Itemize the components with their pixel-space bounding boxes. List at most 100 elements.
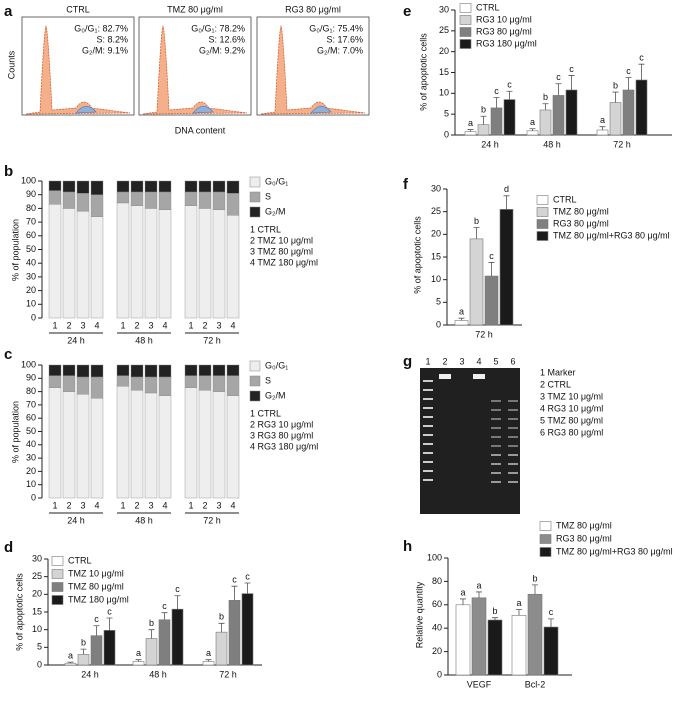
g1-peak (260, 25, 366, 115)
fragment-band (491, 418, 501, 420)
legend-label: TMZ 10 μg/ml (68, 568, 124, 578)
y-tick-label: 70 (26, 216, 36, 226)
bar (471, 597, 487, 676)
y-tick-label: 0 (436, 319, 441, 329)
significance-letter: c (494, 86, 499, 96)
significance-letter: c (569, 64, 574, 74)
bar-segment (116, 375, 130, 387)
y-tick-label: 10 (26, 299, 36, 309)
y-tick-label: 25 (439, 25, 449, 35)
bar-segment (144, 392, 158, 499)
fragment-band (508, 481, 518, 483)
error-bar (638, 63, 645, 80)
significance-letter: c (245, 571, 250, 581)
bar-segment (212, 391, 226, 499)
bar-segment (76, 193, 90, 212)
bar-segment (212, 180, 226, 193)
error-bar (473, 227, 480, 239)
x-tick-label: 4 (94, 320, 99, 330)
bar-segment (116, 191, 130, 204)
x-tick-label: 2 (66, 320, 71, 330)
bar-segment (116, 180, 130, 193)
cell-cycle-stat: S: 8.2% (96, 34, 128, 44)
error-bar (67, 661, 74, 664)
x-tick-label: 4 (230, 500, 235, 510)
error-bar (93, 625, 100, 636)
y-tick-label: 30 (26, 452, 36, 462)
group-label: 48 h (135, 335, 153, 345)
bar-segment (130, 191, 144, 206)
bar-segment (144, 180, 158, 193)
ladder-band (423, 425, 433, 427)
x-tick-label: 4 (162, 500, 167, 510)
x-tick-label: 1 (52, 320, 57, 330)
y-tick-label: 20 (439, 46, 449, 56)
panel-title: CTRL (66, 4, 90, 14)
y-tick-label: 20 (26, 285, 36, 295)
legend-swatch (51, 556, 64, 566)
legend-swatch (249, 375, 261, 387)
panel-label: c (4, 346, 12, 363)
bar-segment (90, 216, 104, 319)
y-tick-label: 0 (37, 659, 42, 669)
x-tick-label: 2 (202, 500, 207, 510)
y-tick-label: 30 (439, 4, 449, 14)
bar (596, 129, 609, 136)
significance-letter: a (68, 651, 73, 661)
y-axis-label: % of apoptotic cells (14, 573, 24, 651)
bar-segment (90, 376, 104, 399)
error-bar (548, 618, 554, 628)
error-bar (460, 598, 466, 605)
significance-letter: d (504, 184, 509, 194)
bar-segment (144, 208, 158, 319)
error-bar (80, 648, 87, 655)
fragment-band (508, 409, 518, 411)
legend-swatch (249, 390, 261, 402)
error-bar (106, 617, 113, 631)
y-tick-label: 5 (436, 297, 441, 307)
bar-segment (144, 364, 158, 378)
significance-letter: b (543, 92, 548, 102)
bar-segment (116, 364, 130, 376)
ladder-band (423, 479, 433, 481)
panel-title: TMZ 80 μg/ml (167, 4, 223, 14)
bar-segment (76, 364, 90, 378)
x-tick-label: 1 (52, 500, 57, 510)
key-label: 2 TMZ 10 μg/ml (250, 235, 313, 245)
bar-segment (226, 395, 240, 499)
bar (609, 102, 622, 136)
legend-label: TMZ 80 μg/ml (553, 206, 609, 216)
error-bar (516, 609, 522, 616)
panel-label: d (4, 539, 13, 556)
y-tick-label: 50 (26, 426, 36, 436)
significance-letter: b (492, 606, 497, 616)
bar-segment (184, 205, 198, 319)
bar (539, 109, 552, 136)
y-tick-label: 40 (26, 439, 36, 449)
y-tick-label: 60 (26, 413, 36, 423)
y-tick-label: 60 (26, 230, 36, 240)
bar (455, 604, 471, 676)
cell-cycle-stat: G₂/M: 7.0% (317, 45, 363, 55)
bar-segment (226, 375, 240, 396)
error-bar (458, 317, 465, 321)
y-tick-label: 90 (26, 189, 36, 199)
gel-legend: 4 RG3 10 μg/ml (540, 403, 603, 413)
fragment-band (491, 463, 501, 465)
x-tick-label: 4 (94, 500, 99, 510)
g2-peak (75, 105, 97, 114)
y-tick-label: 100 (427, 552, 442, 562)
bar (90, 635, 103, 666)
bar-segment (62, 375, 76, 392)
bar-segment (62, 364, 76, 376)
bar-segment (116, 202, 130, 319)
fragment-band (491, 427, 501, 429)
significance-letter: a (600, 115, 605, 125)
bar (132, 661, 145, 666)
gel-legend: 5 TMZ 80 μg/ml (540, 415, 603, 425)
y-axis-label: % of population (10, 401, 20, 463)
x-tick-label: 1 (188, 320, 193, 330)
cell-cycle-stat: G₀/G₁: 75.4% (309, 23, 363, 33)
bar (202, 661, 215, 666)
legend-swatch (249, 360, 261, 372)
